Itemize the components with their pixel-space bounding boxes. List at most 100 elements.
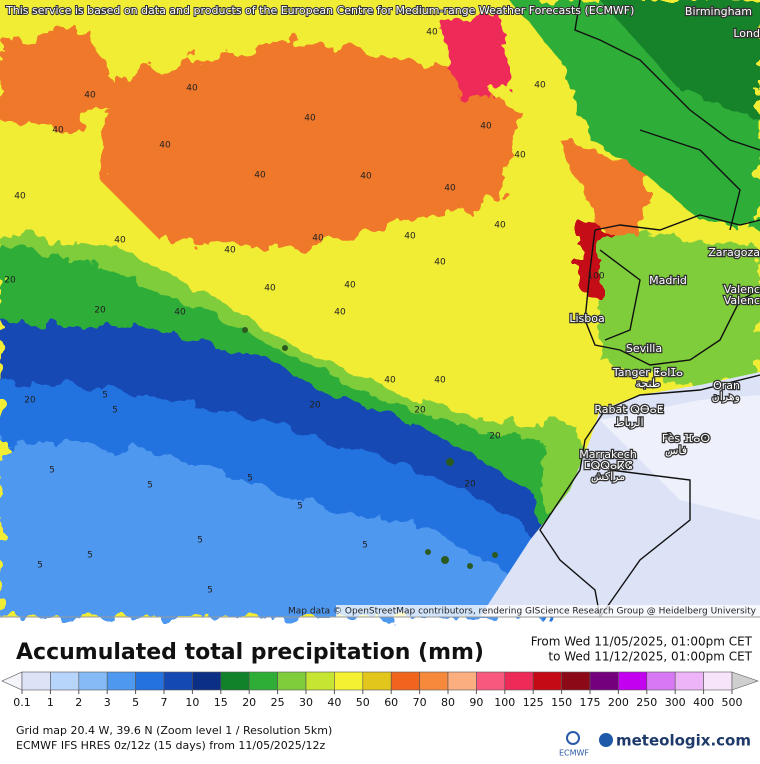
contour-label: 40 <box>404 232 416 242</box>
legend-label: 150 <box>551 696 572 709</box>
legend-label: 60 <box>384 696 398 709</box>
legend-swatch <box>646 671 676 691</box>
contour-label: 40 <box>84 91 96 101</box>
legend-swatch <box>589 671 619 691</box>
legend-swatch <box>504 671 534 691</box>
legend-label: 90 <box>469 696 483 709</box>
legend-label: 30 <box>299 696 313 709</box>
contour-label: 5 <box>49 466 55 476</box>
brand-label[interactable]: meteologix.com <box>616 732 751 750</box>
contour-label: 40 <box>334 308 346 318</box>
islands <box>242 327 498 569</box>
place-label: طنجة <box>635 377 660 390</box>
period-from: From Wed 11/05/2025, 01:00pm CET <box>531 635 753 649</box>
place-label: Fès ⴼⴰⵙ <box>662 432 710 445</box>
legend-swatch <box>334 671 364 691</box>
place-label: Zaragoza <box>708 246 760 259</box>
legend-label: 100 <box>494 696 515 709</box>
legend-label: 500 <box>722 696 743 709</box>
place-label: فاس <box>665 444 687 457</box>
legend-swatch <box>674 671 704 691</box>
contour-label: 40 <box>304 114 316 124</box>
legend-swatch <box>135 671 165 691</box>
legend-label: 70 <box>413 696 427 709</box>
legend-label: 50 <box>356 696 370 709</box>
legend-swatch <box>277 671 307 691</box>
attribution: Map data © OpenStreetMap contributors, r… <box>288 607 757 617</box>
contour-label: 40 <box>14 192 26 202</box>
legend-label: 250 <box>636 696 657 709</box>
place-label: Birmingham <box>685 5 752 18</box>
place-label: Madrid <box>649 274 687 287</box>
contour-label: 40 <box>159 141 171 151</box>
legend-arrow-low <box>1 671 23 691</box>
info-line: Grid map 20.4 W, 39.6 N (Zoom level 1 / … <box>16 724 332 737</box>
legend-label: 7 <box>161 696 168 709</box>
legend-swatch <box>419 671 449 691</box>
legend-swatch <box>220 671 250 691</box>
legend-swatch <box>50 671 80 691</box>
contour-label: 40 <box>186 84 198 94</box>
legend-label: 15 <box>214 696 228 709</box>
contour-label: 40 <box>434 376 446 386</box>
place-label: Lisboa <box>569 312 604 325</box>
contour-label: 40 <box>312 234 324 244</box>
contour-label: 5 <box>112 406 118 416</box>
contour-label: 5 <box>207 586 213 596</box>
contour-label: 20 <box>4 276 16 286</box>
contour-label: 5 <box>197 536 203 546</box>
contour-label: 40 <box>114 236 126 246</box>
info-line: ECMWF IFS HRES 0z/12z (15 days) from 11/… <box>16 739 326 752</box>
contour-label: 5 <box>147 481 153 491</box>
legend-swatch <box>476 671 506 691</box>
contour-label: 40 <box>426 28 438 38</box>
place-label: Sevilla <box>626 342 662 355</box>
legend-label: 175 <box>580 696 601 709</box>
contour-label: 20 <box>414 406 426 416</box>
legend-label: 25 <box>271 696 285 709</box>
place-label: مراكش <box>591 470 625 483</box>
legend-label: 400 <box>693 696 714 709</box>
legend-label: 2 <box>75 696 82 709</box>
contour-label: 5 <box>247 474 253 484</box>
contour-label: 20 <box>94 306 106 316</box>
legend-label: 80 <box>441 696 455 709</box>
contour-label: 5 <box>87 551 93 561</box>
legend-swatch <box>362 671 392 691</box>
legend-label: 3 <box>104 696 111 709</box>
contour-label: 20 <box>464 480 476 490</box>
contour-label: 100 <box>587 272 604 282</box>
contour-label: 20 <box>24 396 36 406</box>
legend-swatch <box>21 671 51 691</box>
place-label: Lond <box>733 27 760 40</box>
legend-swatch <box>78 671 108 691</box>
contour-label: 5 <box>297 502 303 512</box>
legend-swatch <box>532 671 562 691</box>
contour-label: 40 <box>434 258 446 268</box>
place-label: Valenc <box>724 283 760 296</box>
legend-swatch <box>561 671 591 691</box>
legend-swatch <box>390 671 420 691</box>
contour-label: 40 <box>344 281 356 291</box>
legend-swatch <box>192 671 222 691</box>
brand-logo[interactable]: meteologix.com <box>599 732 751 750</box>
contour-label: 40 <box>494 221 506 231</box>
legend-swatch <box>618 671 648 691</box>
title: Accumulated total precipitation (mm) <box>16 640 484 665</box>
legend-label: 5 <box>132 696 139 709</box>
contour-label: 40 <box>444 184 456 194</box>
place-label: ⵎⵕⵕⴰⴽⵛ <box>584 459 633 472</box>
contour-label: 5 <box>102 391 108 401</box>
legend-label: 10 <box>185 696 199 709</box>
contour-label: 40 <box>254 171 266 181</box>
place-label: الرباط <box>614 416 643 429</box>
place-label: Marrakech <box>579 448 637 461</box>
contour-label: 40 <box>52 126 64 136</box>
contour-label: 40 <box>360 172 372 182</box>
place-label: Oran <box>713 379 740 392</box>
contour-label: 40 <box>480 122 492 132</box>
place-label: Tanger ⵟⴰⵏⵊⴰ <box>612 366 683 379</box>
legend-label: 20 <box>242 696 256 709</box>
